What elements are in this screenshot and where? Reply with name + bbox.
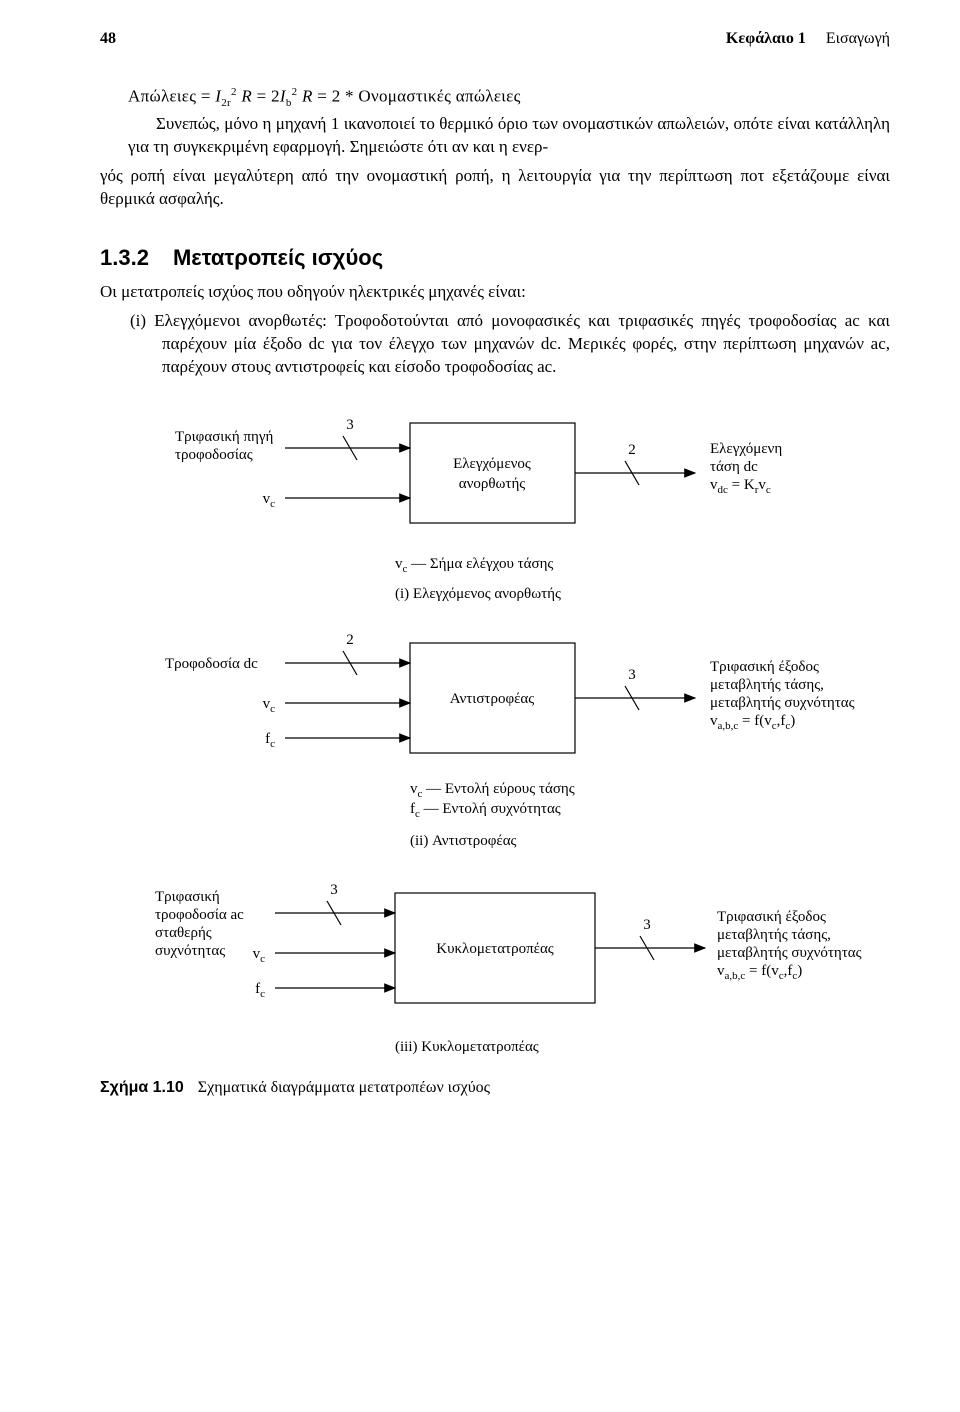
right-1: Τριφασική έξοδος [710, 659, 819, 675]
paragraph-1b: γός ροπή είναι μεγαλύτερη από την ονομασ… [100, 165, 890, 211]
in-count: 2 [346, 632, 354, 648]
note-1: vc — Σήμα ελέγχου τάσης [395, 556, 553, 575]
diagram-1-svg: Ελεγχόμενος ανορθωτής 3 vc Τριφασική πηγ… [135, 403, 855, 613]
paragraph-1a: Συνεπώς, μόνο η μηχανή 1 ικανοποιεί το θ… [128, 113, 890, 159]
right-3: vdc = Krvc [710, 477, 771, 496]
rectifier-box [410, 423, 575, 523]
chapter-title: Εισαγωγή [826, 30, 890, 47]
diagram-3-svg: Κυκλομετατροπέας 3 Τριφασική τροφοδοσία … [135, 873, 855, 1073]
chapter-label: Κεφάλαιο 1 [726, 30, 806, 47]
right-2: τάση dc [710, 459, 758, 475]
vc-label: vc [253, 946, 266, 965]
diagram-1: Ελεγχόμενος ανορθωτής 3 vc Τριφασική πηγ… [100, 403, 890, 613]
paragraph-2: Οι μετατροπείς ισχύος που οδηγούν ηλεκτρ… [100, 281, 890, 304]
vc-label: vc [263, 491, 276, 510]
out-count: 2 [628, 442, 636, 458]
right-1: Τριφασική έξοδος [717, 909, 826, 925]
right-3: μεταβλητής συχνότητας [717, 945, 862, 961]
note-2: fc — Εντολή συχνότητας [410, 801, 561, 820]
diagram-2: Αντιστροφέας 2 Τροφοδοσία dc vc fc 3 Τρι… [100, 623, 890, 863]
right-3: μεταβλητής συχνότητας [710, 695, 855, 711]
right-1: Ελεγχόμενη [710, 441, 782, 457]
right-4: va,b,c = f(vc,fc) [710, 713, 795, 732]
right-2: μεταβλητής τάσης, [717, 927, 831, 943]
left-4: συχνότητας [155, 943, 225, 959]
box-label-2: ανορθωτής [459, 476, 526, 492]
out-count: 3 [643, 917, 651, 933]
in-count: 3 [330, 882, 338, 898]
box-label-1: Ελεγχόμενος [453, 456, 531, 472]
page-number: 48 [100, 30, 116, 48]
page-header: 48 Κεφάλαιο 1 Εισαγωγή [100, 30, 890, 48]
caption-3: (iii) Κυκλομετατροπέας [395, 1039, 539, 1055]
caption-2: (ii) Αντιστροφέας [410, 833, 517, 849]
left-3: σταθερής [155, 925, 212, 941]
diagram-2-svg: Αντιστροφέας 2 Τροφοδοσία dc vc fc 3 Τρι… [135, 623, 855, 863]
left-label-1: Τριφασική πηγή [175, 429, 274, 445]
section-number: 1.3.2 [100, 245, 149, 270]
left-1: Τριφασική [155, 889, 220, 905]
left-label-2: τροφοδοσίας [175, 447, 253, 463]
right-4: va,b,c = f(vc,fc) [717, 963, 802, 982]
figure-caption-row: Σχήμα 1.10 Σχηματικά διαγράμματα μετατρο… [100, 1079, 890, 1097]
figure-label: Σχήμα 1.10 [100, 1079, 184, 1097]
equation-losses: Απώλειες = I2r2 R = 2Ib2 R = 2 * Ονομαστ… [128, 86, 890, 109]
box-label: Αντιστροφέας [450, 691, 534, 707]
right-2: μεταβλητής τάσης, [710, 677, 824, 693]
section-title: Μετατροπείς ισχύος [173, 245, 383, 270]
caption-1: (i) Ελεγχόμενος ανορθωτής [395, 586, 561, 602]
box-label: Κυκλομετατροπέας [436, 941, 554, 957]
fc-label: fc [265, 731, 275, 750]
note-1: vc — Εντολή εύρους τάσης [410, 781, 575, 800]
in-count: 3 [346, 417, 354, 433]
vc-label: vc [263, 696, 276, 715]
left-2: τροφοδοσία ac [155, 907, 244, 923]
diagram-3: Κυκλομετατροπέας 3 Τριφασική τροφοδοσία … [100, 873, 890, 1073]
out-count: 3 [628, 667, 636, 683]
figure-caption: Σχηματικά διαγράμματα μετατροπέων ισχύος [198, 1079, 490, 1097]
chapter-heading: Κεφάλαιο 1 Εισαγωγή [726, 30, 890, 48]
section-heading: 1.3.2 Μετατροπείς ισχύος [100, 245, 890, 271]
left-1: Τροφοδοσία dc [165, 656, 258, 672]
list-item-i: (i) Ελεγχόμενοι ανορθωτές: Τροφοδοτούντα… [162, 310, 890, 379]
fc-label: fc [255, 981, 265, 1000]
